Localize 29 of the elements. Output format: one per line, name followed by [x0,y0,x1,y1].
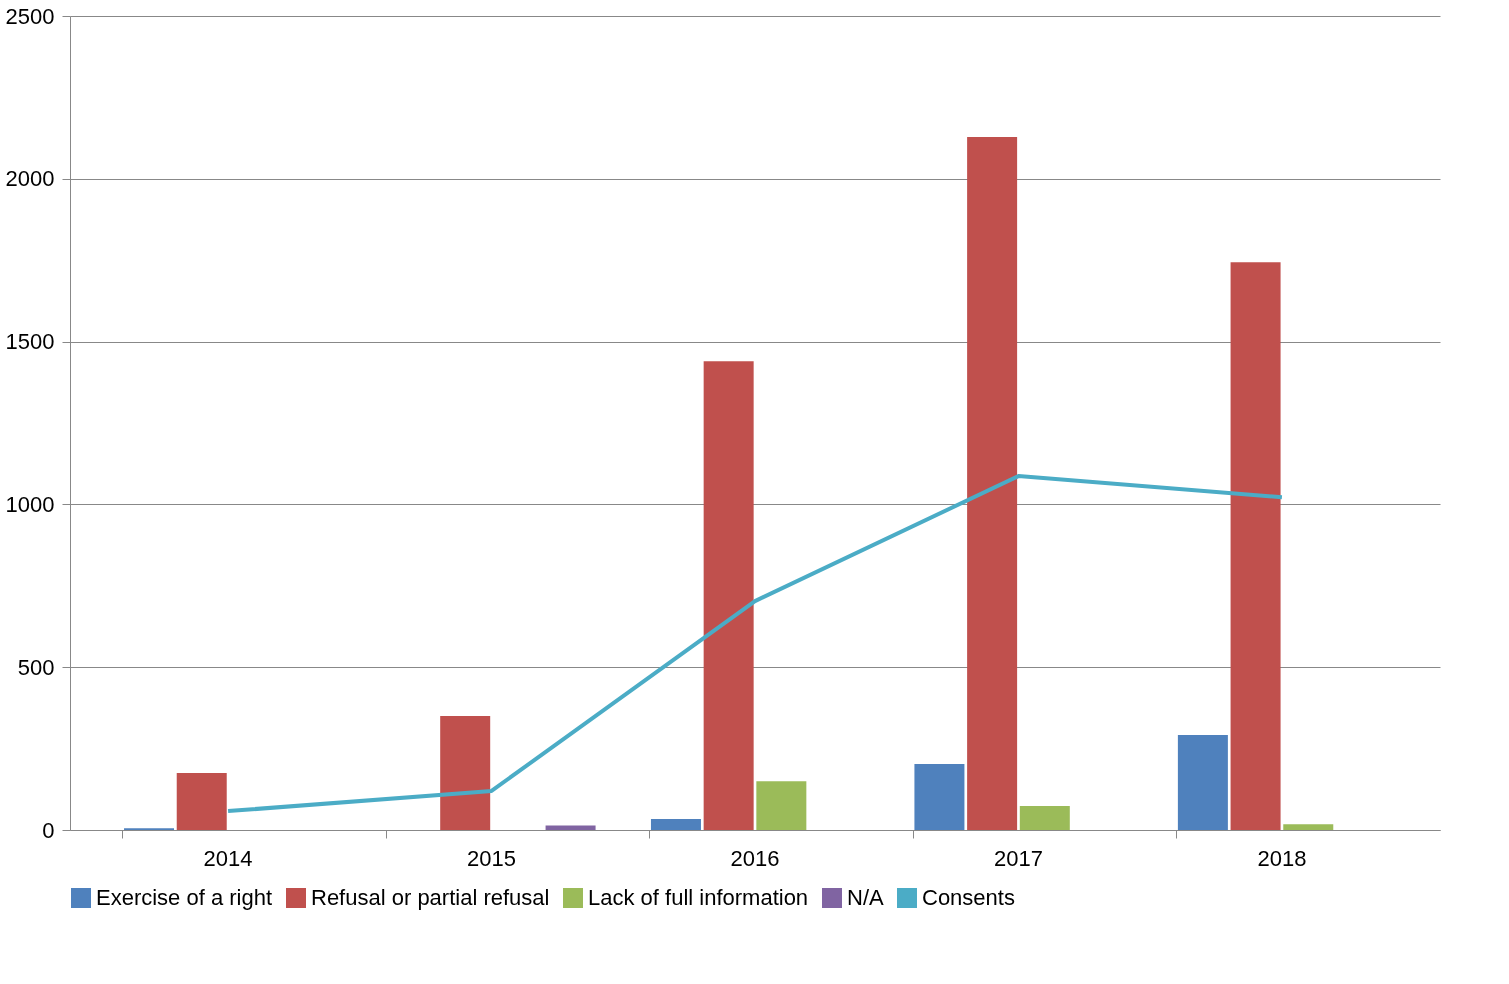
x-tick-label: 2015 [467,845,517,871]
x-tick-label: 2014 [203,845,253,871]
y-tick-label: 500 [17,654,55,680]
bar [967,137,1018,830]
x-tick-label: 2017 [993,845,1043,871]
y-tick-label: 1000 [5,491,55,517]
bar [1019,805,1070,830]
line-series [226,474,1284,814]
bar [914,763,965,830]
y-tick-label: 1500 [5,329,55,355]
bar [756,781,807,830]
bar [703,361,754,830]
x-tick-label: 2018 [1257,845,1307,871]
legend-label: N/A [847,885,884,910]
bar [1230,262,1281,830]
x-tick-label: 2016 [730,845,780,871]
legend-label: Exercise of a right [96,885,273,910]
legend-label: Lack of full information [588,885,809,910]
bar [650,818,701,830]
bar [1177,734,1228,830]
bar [440,716,491,830]
legend-label: Consents [922,885,1015,910]
y-tick-label: 2500 [5,3,55,29]
bar [176,773,227,830]
bar [545,825,596,830]
y-tick-label: 2000 [5,166,55,192]
bar [1283,824,1334,830]
y-tick-label: 0 [42,817,55,843]
legend-label: Refusal or partial refusal [311,885,550,910]
